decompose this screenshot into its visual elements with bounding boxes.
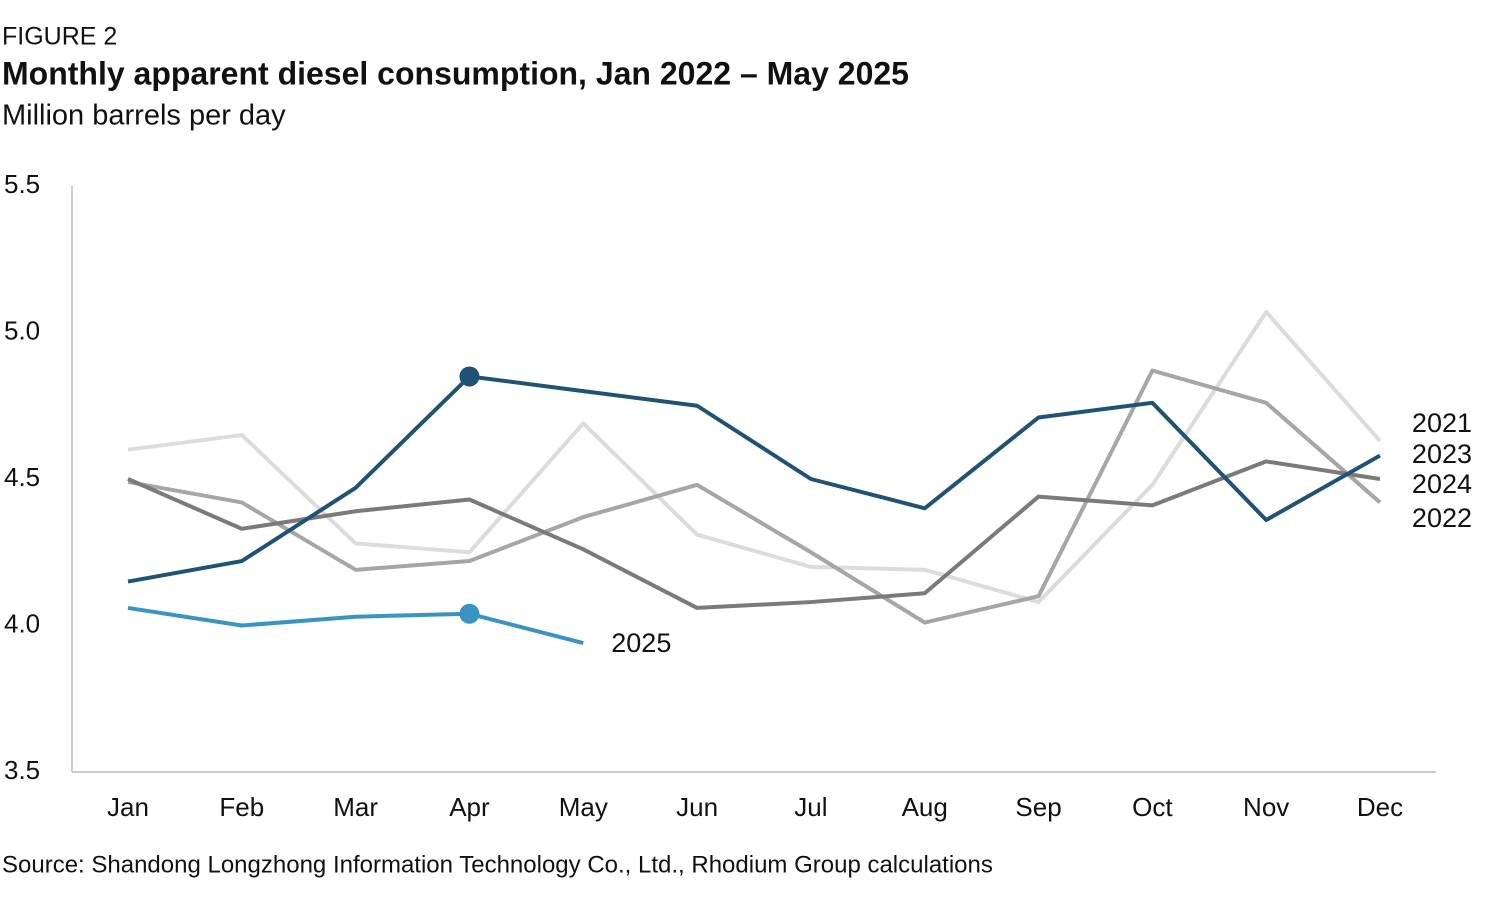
series-label: 2024 (1412, 469, 1472, 499)
series-line (127, 374, 1381, 584)
series-line (127, 309, 1382, 605)
series-line (127, 605, 584, 646)
x-tick-label: Jan (107, 792, 149, 822)
x-tick-label: Aug (902, 792, 948, 822)
y-tick-label: 5.0 (4, 315, 40, 345)
figure-label: FIGURE 2 (2, 23, 117, 51)
point-marker (459, 603, 480, 624)
x-tick-label: Jul (794, 792, 827, 822)
series-label: 2022 (1412, 503, 1472, 533)
series-line (127, 368, 1382, 625)
y-tick-label: 4.5 (4, 462, 40, 492)
series-label: 2021 (1412, 408, 1472, 438)
point-marker (459, 366, 480, 387)
x-tick-label: Nov (1243, 792, 1289, 822)
x-tick-label: Feb (219, 792, 264, 822)
series-label: 2023 (1412, 439, 1472, 469)
x-tick-label: Dec (1357, 792, 1403, 822)
series-label: 2025 (611, 628, 671, 658)
chart-subtitle: Million barrels per day (2, 100, 286, 132)
series-line (127, 459, 1381, 610)
source: Source: Shandong Longzhong Information T… (2, 851, 993, 878)
y-tick-label: 4.0 (4, 608, 40, 638)
chart-title: Monthly apparent diesel consumption, Jan… (2, 55, 909, 91)
x-tick-label: Sep (1015, 792, 1061, 822)
x-tick-label: Mar (333, 792, 378, 822)
x-tick-label: May (559, 792, 608, 822)
y-tick-label: 3.5 (4, 755, 40, 785)
x-tick-label: Apr (449, 792, 490, 822)
x-tick-label: Oct (1132, 792, 1173, 822)
x-tick-label: Jun (676, 792, 718, 822)
y-tick-label: 5.5 (4, 169, 40, 199)
